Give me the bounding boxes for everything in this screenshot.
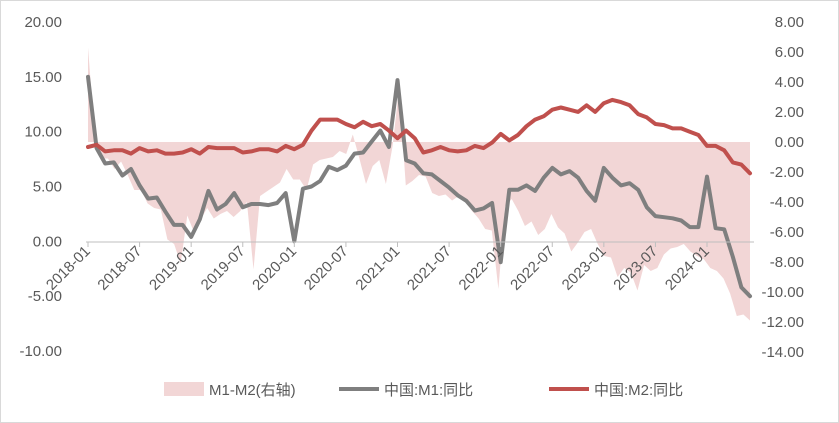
left-y-tick-label: 10.00: [24, 124, 62, 141]
right-y-tick-label: 2.00: [775, 104, 804, 121]
right-y-tick-label: 0.00: [775, 134, 804, 151]
right-y-tick-label: 4.00: [775, 74, 804, 91]
right-y-tick-label: -6.00: [770, 224, 804, 241]
left-y-tick-label: 15.00: [24, 69, 62, 86]
series-line-m1: [86, 74, 752, 299]
right-y-tick-label: -12.00: [761, 314, 804, 331]
legend-swatch-area: [164, 382, 204, 396]
right-y-tick-label: 8.00: [775, 14, 804, 31]
axis-layer: [86, 241, 754, 247]
left-y-tick-label: 0.00: [33, 233, 62, 250]
left-y-tick-label: 20.00: [24, 14, 62, 31]
series-line-m2: [86, 97, 752, 176]
right-y-tick-label: -14.00: [761, 344, 804, 361]
area-layer: [88, 47, 750, 321]
series-area-m1-m2: [88, 47, 750, 321]
right-y-tick-label: -4.00: [770, 194, 804, 211]
legend-label: 中国:M2:同比: [594, 382, 683, 399]
right-y-tick-label: -8.00: [770, 254, 804, 271]
right-y-tick-label: -10.00: [761, 284, 804, 301]
legend-label: M1-M2(右轴): [209, 382, 296, 399]
line-layer: [86, 74, 752, 299]
right-y-tick-label: 6.00: [775, 44, 804, 61]
legend: M1-M2(右轴) 中国:M1:同比 中国:M2:同比: [164, 382, 683, 399]
right-y-tick-label: -2.00: [770, 164, 804, 181]
left-y-tick-label: 5.00: [33, 179, 62, 196]
left-y-tick-label: -5.00: [28, 288, 62, 305]
left-y-tick-label: -10.00: [19, 343, 62, 360]
legend-label: 中国:M1:同比: [384, 382, 473, 399]
